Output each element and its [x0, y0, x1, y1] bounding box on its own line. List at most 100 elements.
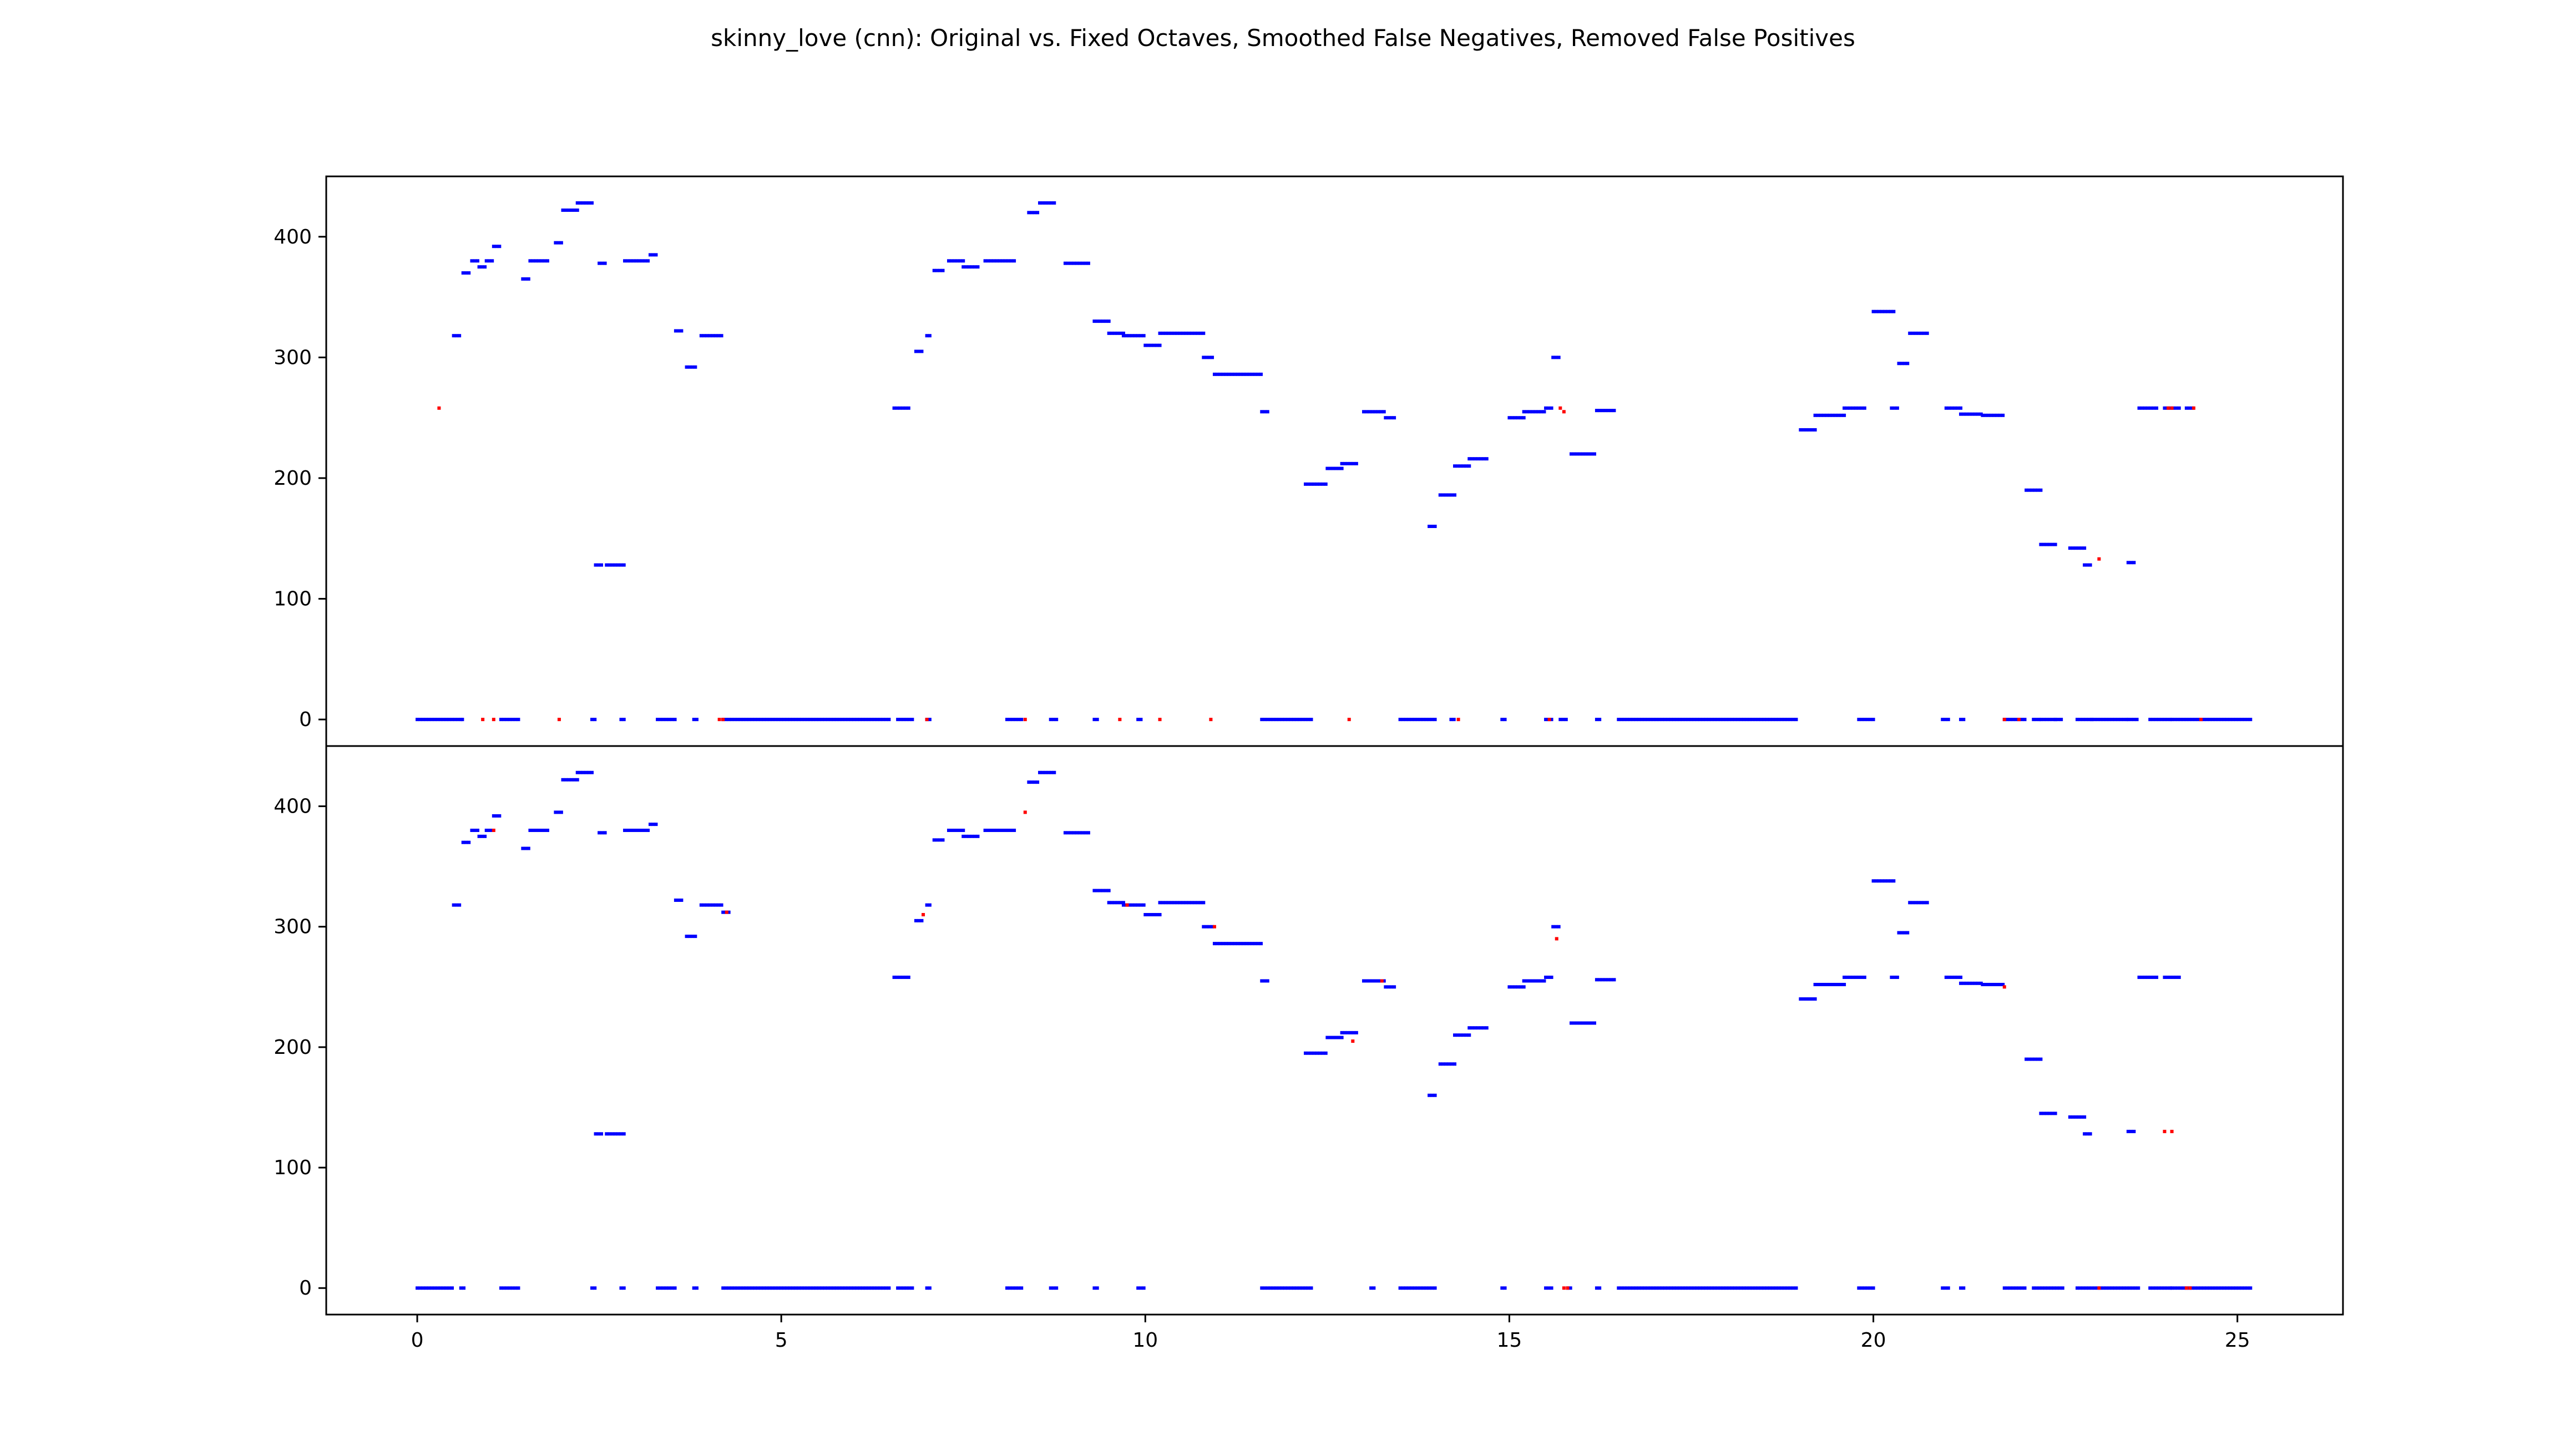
data-point	[864, 718, 868, 722]
data-point	[1813, 997, 1817, 1001]
y-tick-label: 100	[274, 588, 312, 611]
data-point	[527, 277, 530, 281]
series-segment	[896, 718, 914, 722]
data-point	[517, 718, 520, 722]
data-point	[594, 1132, 598, 1136]
series-segment	[1260, 410, 1269, 414]
data-point	[2093, 1286, 2097, 1290]
series-segment	[1260, 979, 1269, 983]
data-point	[1687, 718, 1691, 722]
data-point	[1190, 901, 1194, 905]
data-point	[724, 1286, 728, 1290]
data-point	[598, 261, 601, 265]
data-point	[677, 898, 681, 902]
data-point	[1309, 1286, 1313, 1290]
data-point	[514, 718, 518, 722]
data-point	[797, 718, 801, 722]
data-point	[2160, 1286, 2164, 1290]
data-point	[1745, 1286, 1749, 1290]
data-point	[1941, 718, 1945, 722]
data-point	[596, 563, 600, 567]
data-point	[2111, 1286, 2114, 1290]
data-point	[986, 259, 990, 263]
data-point	[1263, 718, 1267, 722]
data-point	[1801, 428, 1805, 432]
series-segment	[2137, 975, 2159, 979]
data-point	[2154, 1286, 2158, 1290]
series-segment	[699, 903, 723, 907]
data-point	[1908, 901, 1912, 905]
data-point	[1925, 901, 1929, 905]
data-point	[1461, 1033, 1465, 1037]
series-segment	[594, 563, 604, 567]
data-point	[1136, 718, 1140, 722]
data-point	[1906, 362, 1910, 366]
data-point	[664, 718, 668, 722]
series-segment	[1813, 413, 1846, 417]
data-point	[1081, 261, 1085, 265]
data-point	[1274, 1286, 1278, 1290]
data-point	[834, 718, 838, 722]
data-point	[1152, 343, 1156, 347]
data-point	[1696, 718, 1699, 722]
data-point	[460, 718, 464, 722]
series-segment	[1428, 524, 1437, 528]
data-point	[2053, 1112, 2057, 1115]
data-point	[869, 1286, 873, 1290]
data-point	[1216, 372, 1219, 376]
series-segment	[1595, 1286, 1602, 1290]
data-point	[1295, 718, 1299, 722]
y-tick-label: 0	[299, 708, 312, 731]
data-point	[1110, 901, 1114, 905]
data-point	[1224, 372, 1228, 376]
series-segment	[932, 838, 945, 842]
data-point	[1657, 1286, 1661, 1290]
data-point	[1075, 261, 1079, 265]
data-point	[1325, 1036, 1329, 1039]
data-point	[1030, 780, 1034, 784]
data-point	[958, 259, 962, 263]
data-point	[1274, 718, 1278, 722]
data-point	[1204, 925, 1208, 929]
data-point	[967, 265, 971, 269]
data-point	[811, 718, 815, 722]
data-point	[2055, 1286, 2059, 1290]
data-point	[2102, 718, 2106, 722]
data-point	[508, 1286, 512, 1290]
data-point	[1009, 259, 1013, 263]
data-point	[524, 846, 528, 850]
data-point	[2137, 975, 2141, 979]
data-point	[1965, 412, 1968, 416]
data-point	[575, 778, 579, 782]
data-point	[1654, 718, 1658, 722]
data-point	[998, 259, 1001, 263]
data-point	[1739, 718, 1743, 722]
series-segment	[1158, 331, 1206, 335]
data-point	[1199, 901, 1203, 905]
data-point	[1510, 985, 1514, 989]
data-point	[2093, 718, 2097, 722]
data-point	[1889, 879, 1893, 883]
data-point	[938, 268, 942, 272]
data-point	[2168, 975, 2172, 979]
data-point	[1603, 978, 1607, 982]
series-segment	[925, 1286, 932, 1290]
data-point	[1722, 718, 1725, 722]
series-segment	[416, 1286, 454, 1290]
data-point	[2049, 1286, 2053, 1290]
data-point	[2034, 1286, 2038, 1290]
data-point	[2243, 718, 2246, 722]
data-point	[970, 834, 974, 838]
data-point	[1086, 831, 1090, 835]
data-point	[587, 770, 591, 774]
data-point	[1078, 261, 1082, 265]
data-point	[590, 718, 594, 722]
data-point	[1500, 1286, 1504, 1290]
data-point	[2128, 1286, 2132, 1290]
data-point	[654, 823, 658, 826]
data-point	[2083, 1115, 2087, 1119]
data-point	[2237, 718, 2241, 722]
data-point	[958, 829, 962, 833]
data-point	[745, 718, 748, 722]
data-point	[724, 718, 728, 722]
